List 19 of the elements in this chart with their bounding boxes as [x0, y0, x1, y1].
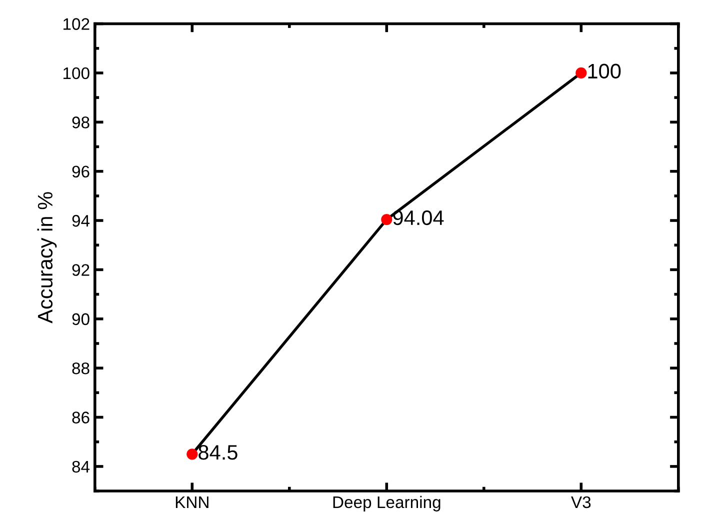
y-tick-label: 84 [72, 460, 90, 473]
y-tick-label: 102 [64, 18, 90, 30]
y-tick-label: 92 [72, 264, 90, 276]
x-tick-label: KNN [176, 496, 208, 508]
point [381, 214, 392, 226]
x-tick-label: Deep Learning [333, 496, 440, 512]
y-axis-title: Accuracy in % [37, 192, 57, 324]
y-tick-label: 100 [64, 67, 90, 80]
x-tick-label: V3 [571, 496, 591, 508]
data-label: 100 [588, 64, 621, 79]
y-tick-label: 96 [72, 166, 90, 178]
y-tick-label: 98 [72, 116, 90, 128]
y-tick-label: 88 [72, 362, 90, 374]
y-tick-label: 86 [72, 412, 90, 424]
y-tick-label: 90 [72, 313, 90, 326]
data-label: 84.5 [198, 444, 238, 460]
y-tick-label: 94 [72, 214, 90, 227]
point [186, 448, 198, 460]
point [576, 67, 587, 79]
